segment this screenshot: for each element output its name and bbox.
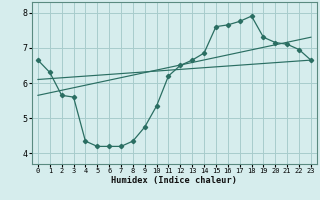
X-axis label: Humidex (Indice chaleur): Humidex (Indice chaleur) — [111, 176, 237, 185]
